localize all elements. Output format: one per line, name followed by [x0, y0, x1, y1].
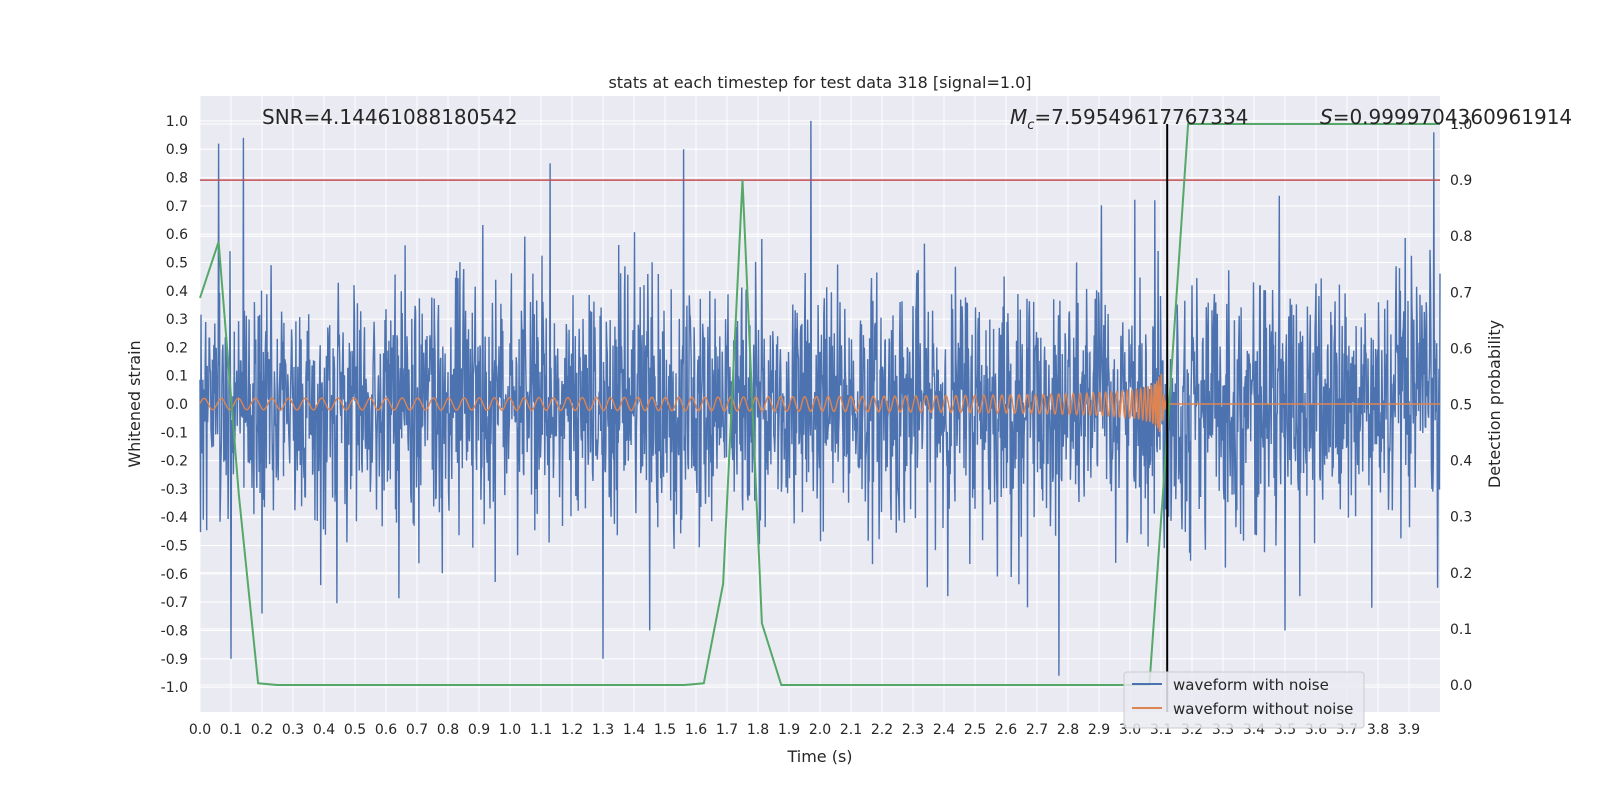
y-right-tick-label: 0.3 — [1450, 510, 1472, 526]
x-tick-label: 3.8 — [1367, 722, 1389, 738]
x-tick-label: 2.0 — [809, 722, 831, 738]
legend-label-clean: waveform without noise — [1173, 700, 1353, 718]
y-tick-label: 0.3 — [166, 312, 188, 328]
x-axis-label: Time (s) — [786, 747, 852, 766]
x-tick-label: 2.3 — [902, 722, 924, 738]
y-right-tick-label: 0.4 — [1450, 454, 1472, 470]
y-right-tick-label: 0.7 — [1450, 285, 1472, 301]
x-tick-label: 2.4 — [933, 722, 955, 738]
x-tick-label: 1.7 — [716, 722, 738, 738]
y-tick-label: -0.3 — [161, 482, 188, 498]
series-waveform-with-noise — [199, 120, 1441, 676]
y-tick-label: -0.7 — [161, 595, 188, 611]
y-axis-label: Whitened strain — [125, 340, 144, 467]
mc-value: =7.59549617767334 — [1034, 105, 1248, 129]
x-tick-label: 0.7 — [406, 722, 428, 738]
x-tick-label: 2.6 — [995, 722, 1017, 738]
y-tick-label: 0.2 — [166, 340, 188, 356]
y-tick-label: 0.5 — [166, 255, 188, 271]
y-tick-label: 0.7 — [166, 199, 188, 215]
y-tick-label: 0.9 — [166, 142, 188, 158]
x-tick-label: 1.2 — [561, 722, 583, 738]
x-tick-label: 1.3 — [592, 722, 614, 738]
y-tick-label: -0.2 — [161, 454, 188, 470]
mc-annotation: Mc=7.59549617767334 — [1010, 105, 1248, 133]
x-tick-label: 2.7 — [1026, 722, 1048, 738]
y-tick-label: 0.0 — [166, 397, 188, 413]
x-tick-label: 1.5 — [654, 722, 676, 738]
legend: waveform with noise waveform without noi… — [1123, 671, 1365, 729]
snr-annotation: SNR=4.14461088180542 — [262, 105, 518, 129]
y-tick-label: -0.5 — [161, 539, 188, 555]
x-tick-label: 0.4 — [313, 722, 335, 738]
x-tick-label: 0.0 — [189, 722, 211, 738]
legend-box — [1123, 671, 1365, 729]
x-tick-label: 0.6 — [375, 722, 397, 738]
x-tick-label: 1.1 — [530, 722, 552, 738]
y-right-tick-labels: 1.0 0.9 0.8 0.7 0.6 0.5 0.4 0.3 0.2 0.1 0.0 — [1450, 117, 1472, 694]
y-right-tick-label: 0.5 — [1450, 398, 1472, 414]
y-right-tick-label: 0.6 — [1450, 341, 1472, 357]
series-waveform-without-noise — [199, 373, 1440, 433]
series-detection-probability — [199, 123, 1440, 686]
x-tick-label: 1.6 — [685, 722, 707, 738]
x-tick-label: 2.1 — [840, 722, 862, 738]
y-right-tick-label: 0.0 — [1450, 678, 1472, 694]
y-tick-label: -0.1 — [161, 425, 188, 441]
x-tick-label: 0.3 — [282, 722, 304, 738]
y-tick-label: 0.4 — [166, 284, 188, 300]
x-tick-label: 0.1 — [220, 722, 242, 738]
x-tick-label: 0.9 — [468, 722, 490, 738]
score-symbol: S — [1320, 105, 1333, 129]
grid-y — [200, 120, 1440, 688]
y-tick-labels: 1.0 0.9 0.8 0.7 0.6 0.5 0.4 0.3 0.2 0.1 0.0 -0.1 -0.… — [161, 114, 188, 696]
x-tick-label: 0.5 — [344, 722, 366, 738]
y-right-tick-label: 0.2 — [1450, 566, 1472, 582]
y-tick-label: -1.0 — [161, 680, 188, 696]
x-tick-label: 3.9 — [1398, 722, 1420, 738]
y-tick-label: -0.4 — [161, 510, 188, 526]
x-tick-label: 2.2 — [871, 722, 893, 738]
x-tick-label: 2.9 — [1088, 722, 1110, 738]
y-right-tick-label: 0.1 — [1450, 622, 1472, 638]
mc-subscript: c — [1027, 118, 1034, 133]
x-tick-label: 1.0 — [499, 722, 521, 738]
x-tick-label: 0.8 — [437, 722, 459, 738]
y-right-tick-label: 0.9 — [1450, 173, 1472, 189]
y-right-tick-label: 1.0 — [1450, 117, 1472, 133]
x-tick-label: 2.8 — [1057, 722, 1079, 738]
y-right-axis-label: Detection probability — [1485, 320, 1504, 488]
x-tick-label: 1.9 — [778, 722, 800, 738]
y-tick-label: -0.9 — [161, 652, 188, 668]
x-tick-label: 2.5 — [964, 722, 986, 738]
chart-title: stats at each timestep for test data 318… — [608, 73, 1031, 92]
x-tick-label: 0.2 — [251, 722, 273, 738]
score-annotation: S=0.9999704360961914 — [1320, 105, 1572, 129]
y-tick-label: 1.0 — [166, 114, 188, 130]
x-tick-label: 1.8 — [747, 722, 769, 738]
x-tick-label: 1.4 — [623, 722, 645, 738]
y-tick-label: 0.1 — [166, 369, 188, 385]
legend-label-noisy: waveform with noise — [1173, 676, 1329, 694]
y-right-tick-label: 0.8 — [1450, 229, 1472, 245]
y-tick-label: 0.6 — [166, 227, 188, 243]
y-tick-label: -0.8 — [161, 623, 188, 639]
y-tick-label: -0.6 — [161, 567, 188, 583]
y-tick-label: 0.8 — [166, 171, 188, 187]
mc-symbol: M — [1010, 105, 1027, 129]
score-value: =0.9999704360961914 — [1333, 105, 1572, 129]
